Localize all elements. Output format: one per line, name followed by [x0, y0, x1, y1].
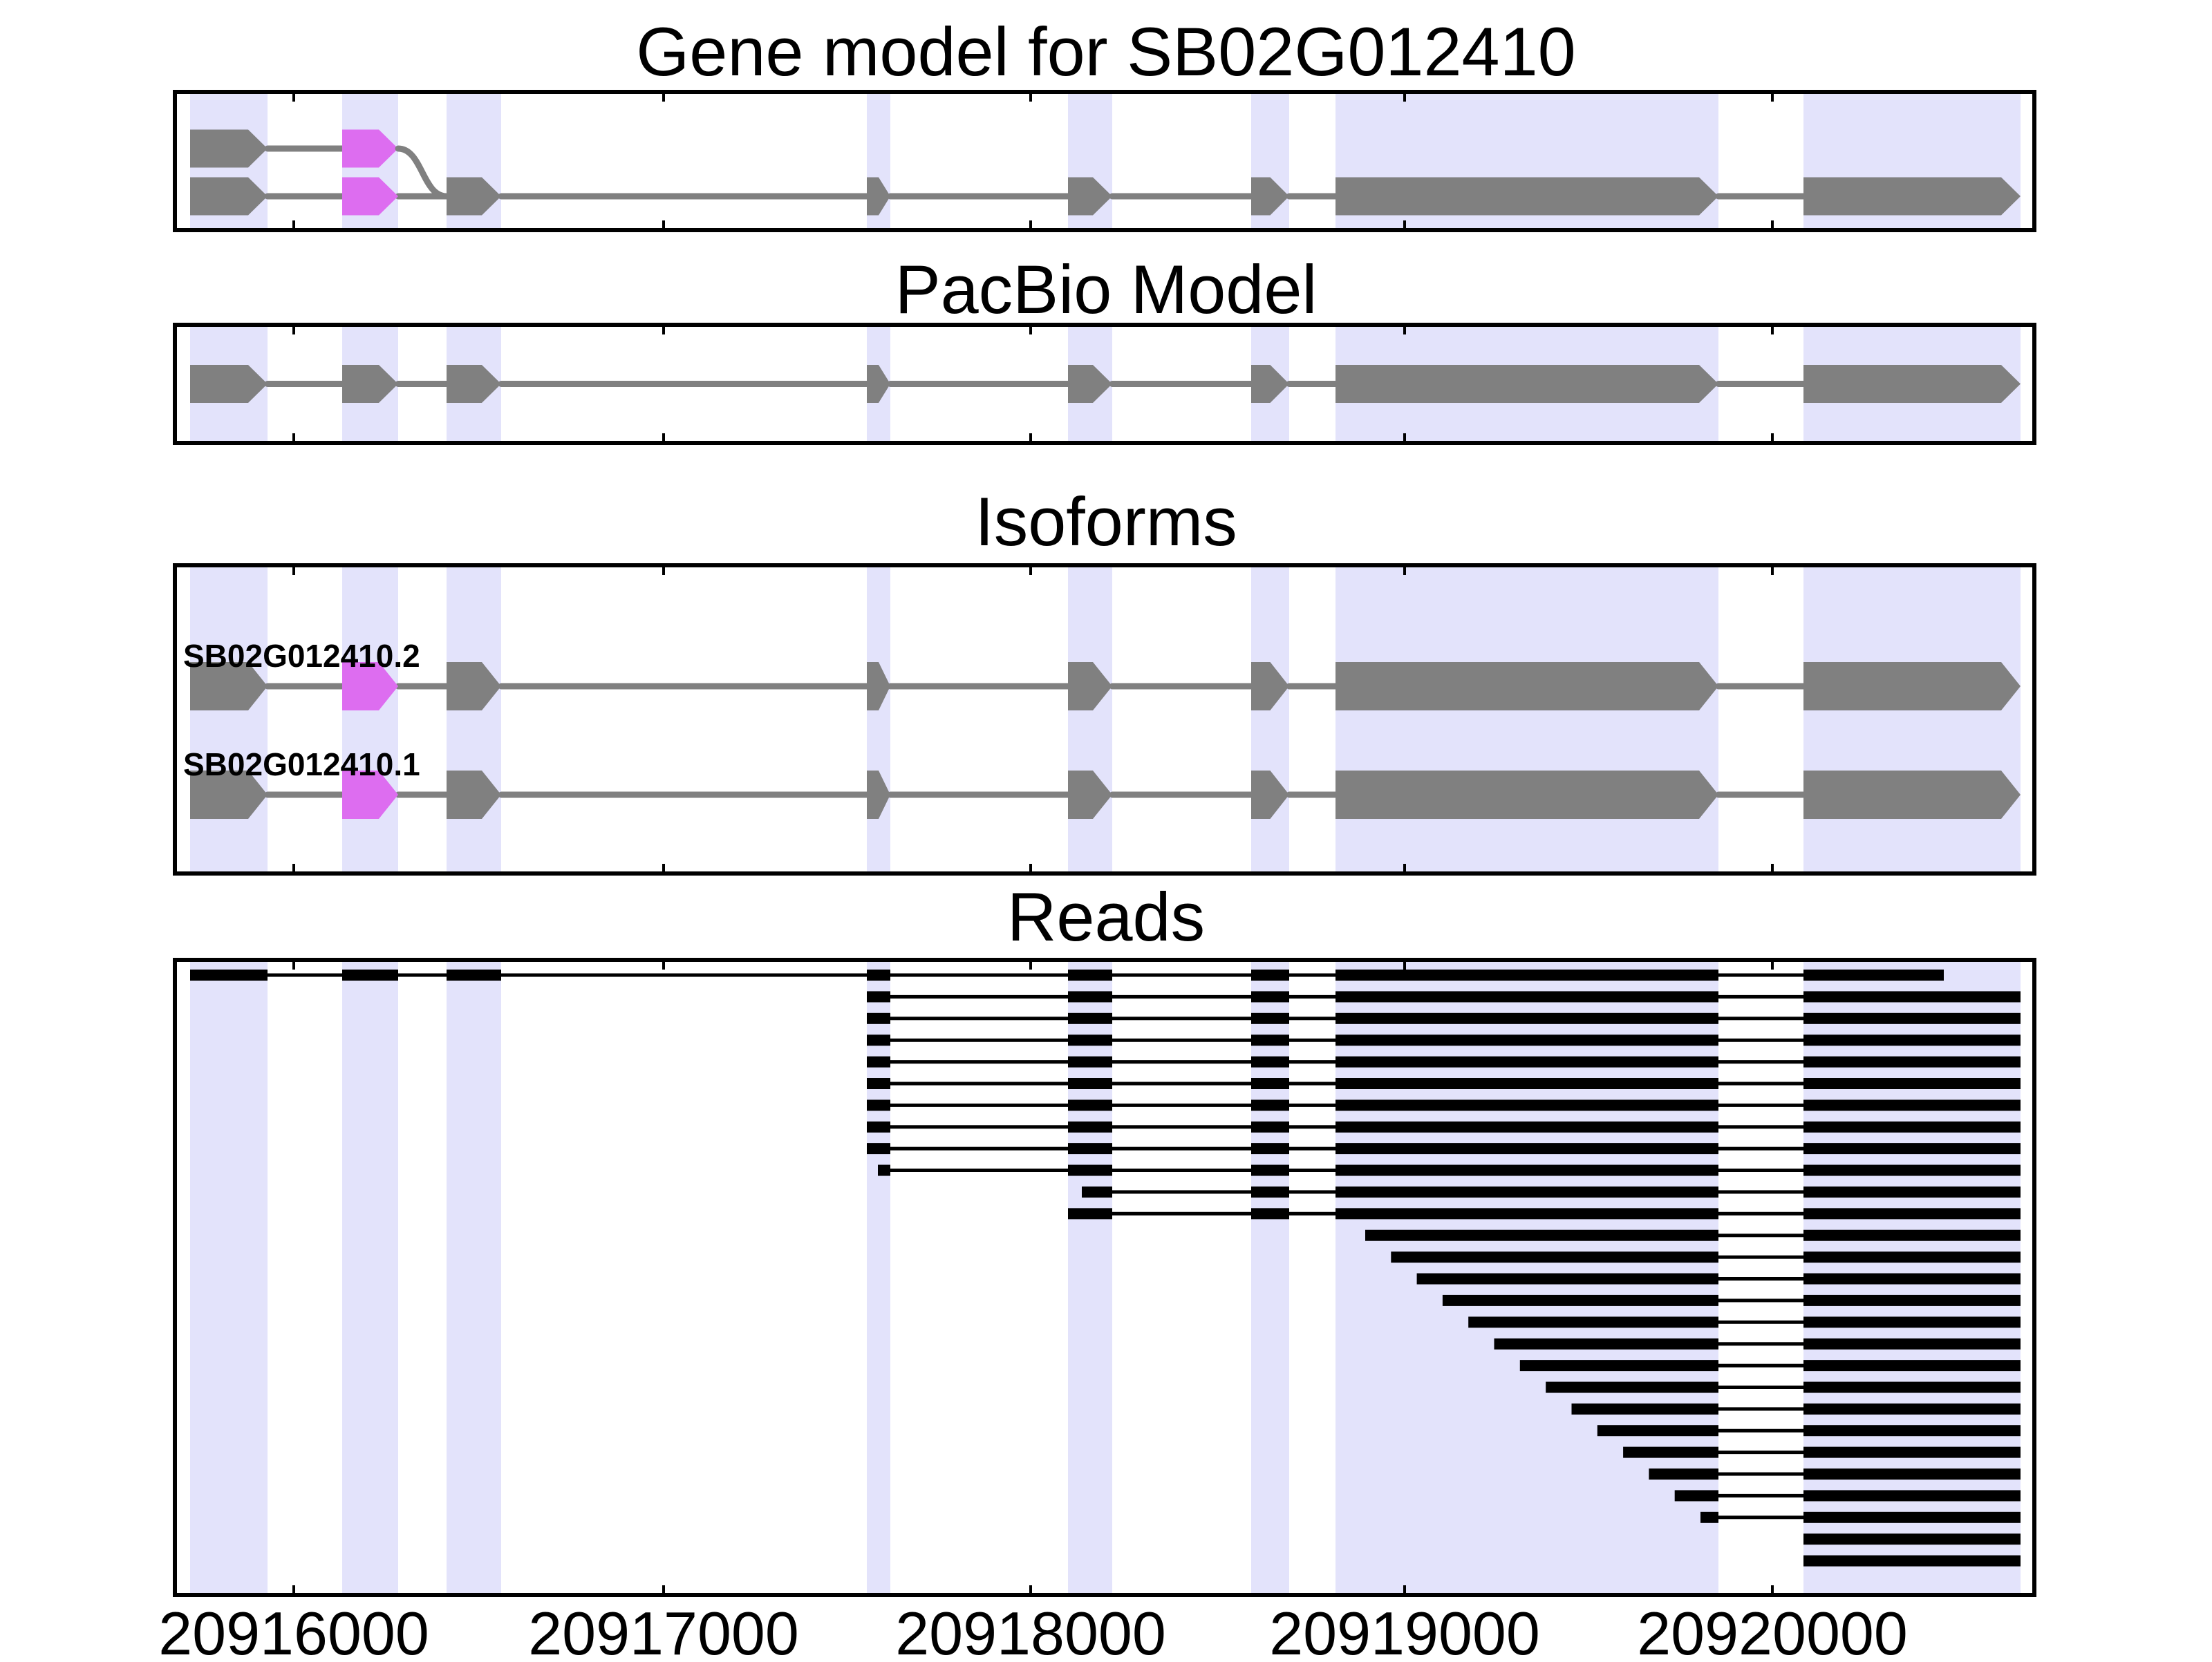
svg-text:Gene model for SB02G012410: Gene model for SB02G012410	[636, 13, 1575, 90]
svg-text:20916000: 20916000	[158, 1599, 429, 1659]
svg-text:Isoforms: Isoforms	[975, 483, 1237, 560]
svg-text:20919000: 20919000	[1269, 1599, 1540, 1659]
svg-text:Reads: Reads	[1007, 878, 1205, 955]
svg-text:20917000: 20917000	[528, 1599, 799, 1659]
svg-text:SB02G012410.1: SB02G012410.1	[183, 746, 420, 782]
svg-text:SB02G012410.2: SB02G012410.2	[183, 638, 420, 674]
svg-text:20918000: 20918000	[895, 1599, 1166, 1659]
svg-text:PacBio Model: PacBio Model	[895, 251, 1318, 328]
svg-text:20920000: 20920000	[1637, 1599, 1908, 1659]
